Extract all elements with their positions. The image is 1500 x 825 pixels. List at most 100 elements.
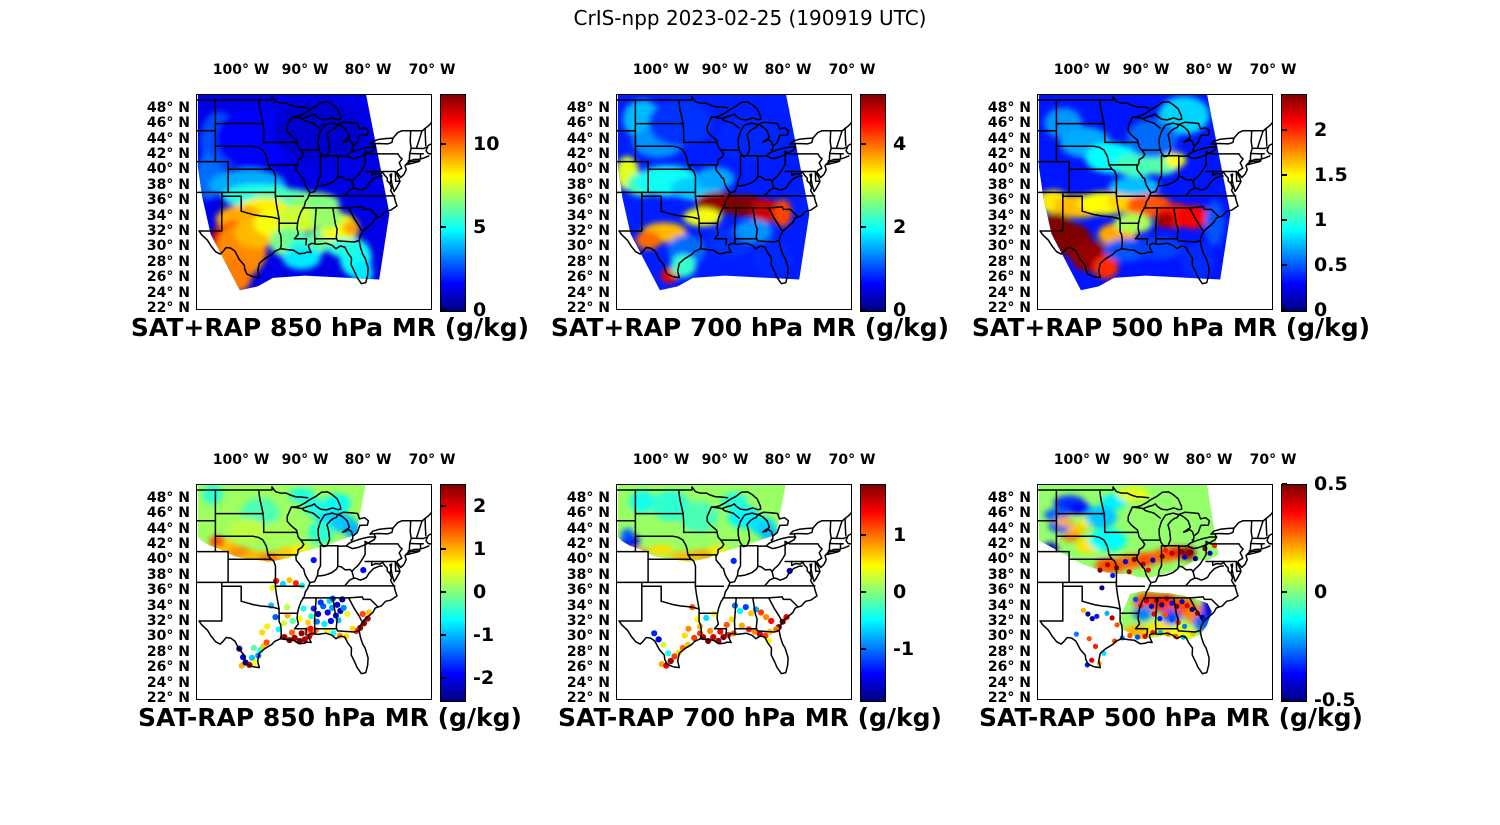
panel-sat-minus-rap-700: 100° W 90° W 80° W 70° W 48° N 46° N 44° N 42° … bbox=[558, 452, 942, 732]
y-tick-label: 26° N bbox=[987, 269, 1031, 285]
y-tick-label: 40° N bbox=[987, 161, 1031, 177]
colorbar-tick-mark bbox=[441, 634, 446, 636]
x-tick-label: 100° W bbox=[1053, 62, 1111, 78]
panel-caption: SAT+RAP 850 hPa MR (g/kg) bbox=[130, 313, 530, 342]
colorbar-tick-label: -0.5 bbox=[1314, 689, 1356, 711]
y-tick-label: 48° N bbox=[146, 100, 190, 116]
colorbar-tick-mark bbox=[441, 143, 446, 145]
y-tick-label: 30° N bbox=[566, 238, 610, 254]
y-tick-label: 38° N bbox=[146, 567, 190, 583]
colorbar-tick-mark bbox=[861, 143, 866, 145]
colorbar-tick-label: 1 bbox=[473, 538, 487, 560]
colorbar-tick-label: 0 bbox=[1314, 299, 1328, 321]
y-tick-label: 46° N bbox=[146, 505, 190, 521]
y-tick-label: 40° N bbox=[146, 551, 190, 567]
x-tick-label: 90° W bbox=[1122, 62, 1170, 78]
y-tick-label: 36° N bbox=[566, 192, 610, 208]
y-tick-label: 34° N bbox=[566, 208, 610, 224]
y-tick-label: 48° N bbox=[566, 100, 610, 116]
colorbar-tick-mark bbox=[861, 226, 866, 228]
colorbar-tick-mark bbox=[441, 505, 446, 507]
y-tick-label: 34° N bbox=[566, 598, 610, 614]
y-tick-label: 46° N bbox=[987, 115, 1031, 131]
colorbar-sat-minus-rap-850 bbox=[440, 484, 466, 702]
y-tick-label: 46° N bbox=[146, 115, 190, 131]
colorbar-tick-label: 0 bbox=[473, 581, 487, 603]
y-tick-label: 38° N bbox=[566, 177, 610, 193]
colorbar-tick-mark bbox=[1282, 264, 1287, 266]
colorbar-tick-mark bbox=[441, 309, 446, 311]
y-tick-label: 32° N bbox=[146, 223, 190, 239]
x-tick-label: 70° W bbox=[828, 452, 876, 468]
plot-box bbox=[196, 94, 432, 310]
y-tick-label: 44° N bbox=[146, 131, 190, 147]
colorbar-tick-mark bbox=[861, 648, 866, 650]
colorbar-tick-mark bbox=[1282, 219, 1287, 221]
y-tick-label: 42° N bbox=[146, 536, 190, 552]
plot-box bbox=[1037, 484, 1273, 700]
y-tick-label: 34° N bbox=[146, 208, 190, 224]
plot-box bbox=[616, 94, 852, 310]
figure-title: CrIS-npp 2023-02-25 (190919 UTC) bbox=[573, 6, 927, 30]
y-tick-label: 36° N bbox=[566, 582, 610, 598]
map-plot-sat-plus-rap-700 bbox=[616, 94, 852, 310]
panel-sat-plus-rap-850: 100° W 90° W 80° W 70° W 48° N 46° N 44° N 42° … bbox=[131, 62, 529, 342]
x-tick-label: 90° W bbox=[1122, 452, 1170, 468]
y-tick-label: 36° N bbox=[146, 582, 190, 598]
data-scatter-dots bbox=[236, 557, 373, 669]
colorbar-tick-mark bbox=[861, 591, 866, 593]
colorbar-tick-mark bbox=[1282, 309, 1287, 311]
plot-box bbox=[196, 484, 432, 700]
x-tick-label: 90° W bbox=[281, 62, 329, 78]
y-tick-label: 30° N bbox=[146, 628, 190, 644]
colorbar-tick-label: 0 bbox=[473, 299, 487, 321]
y-tick-label: 38° N bbox=[146, 177, 190, 193]
colorbar-tick-label: 2 bbox=[473, 495, 487, 517]
data-scatter-dots bbox=[1073, 542, 1218, 668]
y-tick-label: 46° N bbox=[566, 115, 610, 131]
y-tick-label: 24° N bbox=[146, 675, 190, 691]
panel-sat-plus-rap-500: 100° W 90° W 80° W 70° W 48° N 46° N 44° N 42° … bbox=[972, 62, 1370, 342]
colorbar-tick-label: 2 bbox=[893, 216, 907, 238]
colorbar-tick-mark bbox=[861, 534, 866, 536]
colorbar-tick-label: 5 bbox=[473, 216, 487, 238]
x-tick-label: 80° W bbox=[344, 452, 392, 468]
x-tick-label: 80° W bbox=[1185, 62, 1233, 78]
y-tick-label: 28° N bbox=[566, 644, 610, 660]
colorbar-tick-label: 1 bbox=[893, 524, 907, 546]
y-tick-label: 22° N bbox=[566, 690, 610, 706]
y-tick-label: 30° N bbox=[987, 628, 1031, 644]
colorbar-sat-plus-rap-700 bbox=[860, 94, 886, 312]
colorbar-sat-minus-rap-500 bbox=[1281, 484, 1307, 702]
y-tick-label: 32° N bbox=[987, 223, 1031, 239]
colorbar-tick-label: 2 bbox=[1314, 119, 1328, 141]
x-tick-label: 70° W bbox=[408, 452, 456, 468]
colorbar-sat-plus-rap-500 bbox=[1281, 94, 1307, 312]
colorbar-tick-mark bbox=[1282, 174, 1287, 176]
colorbar-sat-plus-rap-850 bbox=[440, 94, 466, 312]
y-tick-label: 26° N bbox=[566, 659, 610, 675]
panel-caption: SAT-RAP 850 hPa MR (g/kg) bbox=[138, 703, 522, 732]
y-tick-label: 36° N bbox=[987, 582, 1031, 598]
x-tick-label: 100° W bbox=[1053, 452, 1111, 468]
y-tick-label: 26° N bbox=[566, 269, 610, 285]
y-tick-label: 42° N bbox=[987, 146, 1031, 162]
colorbar-tick-mark bbox=[441, 591, 446, 593]
x-tick-label: 70° W bbox=[1249, 62, 1297, 78]
y-tick-label: 48° N bbox=[987, 490, 1031, 506]
y-tick-label: 42° N bbox=[987, 536, 1031, 552]
map-plot-sat-minus-rap-700 bbox=[616, 484, 852, 700]
panel-caption: SAT+RAP 500 hPa MR (g/kg) bbox=[971, 313, 1371, 342]
y-tick-label: 36° N bbox=[987, 192, 1031, 208]
y-tick-label: 40° N bbox=[566, 551, 610, 567]
y-tick-label: 42° N bbox=[566, 536, 610, 552]
panel-caption: SAT+RAP 700 hPa MR (g/kg) bbox=[550, 313, 950, 342]
y-tick-label: 28° N bbox=[146, 254, 190, 270]
y-tick-label: 36° N bbox=[146, 192, 190, 208]
y-tick-label: 26° N bbox=[987, 659, 1031, 675]
colorbar-tick-mark bbox=[861, 309, 866, 311]
map-plot-sat-minus-rap-850 bbox=[196, 484, 432, 700]
colorbar-tick-label: 1.5 bbox=[1314, 164, 1348, 186]
y-tick-label: 24° N bbox=[566, 675, 610, 691]
